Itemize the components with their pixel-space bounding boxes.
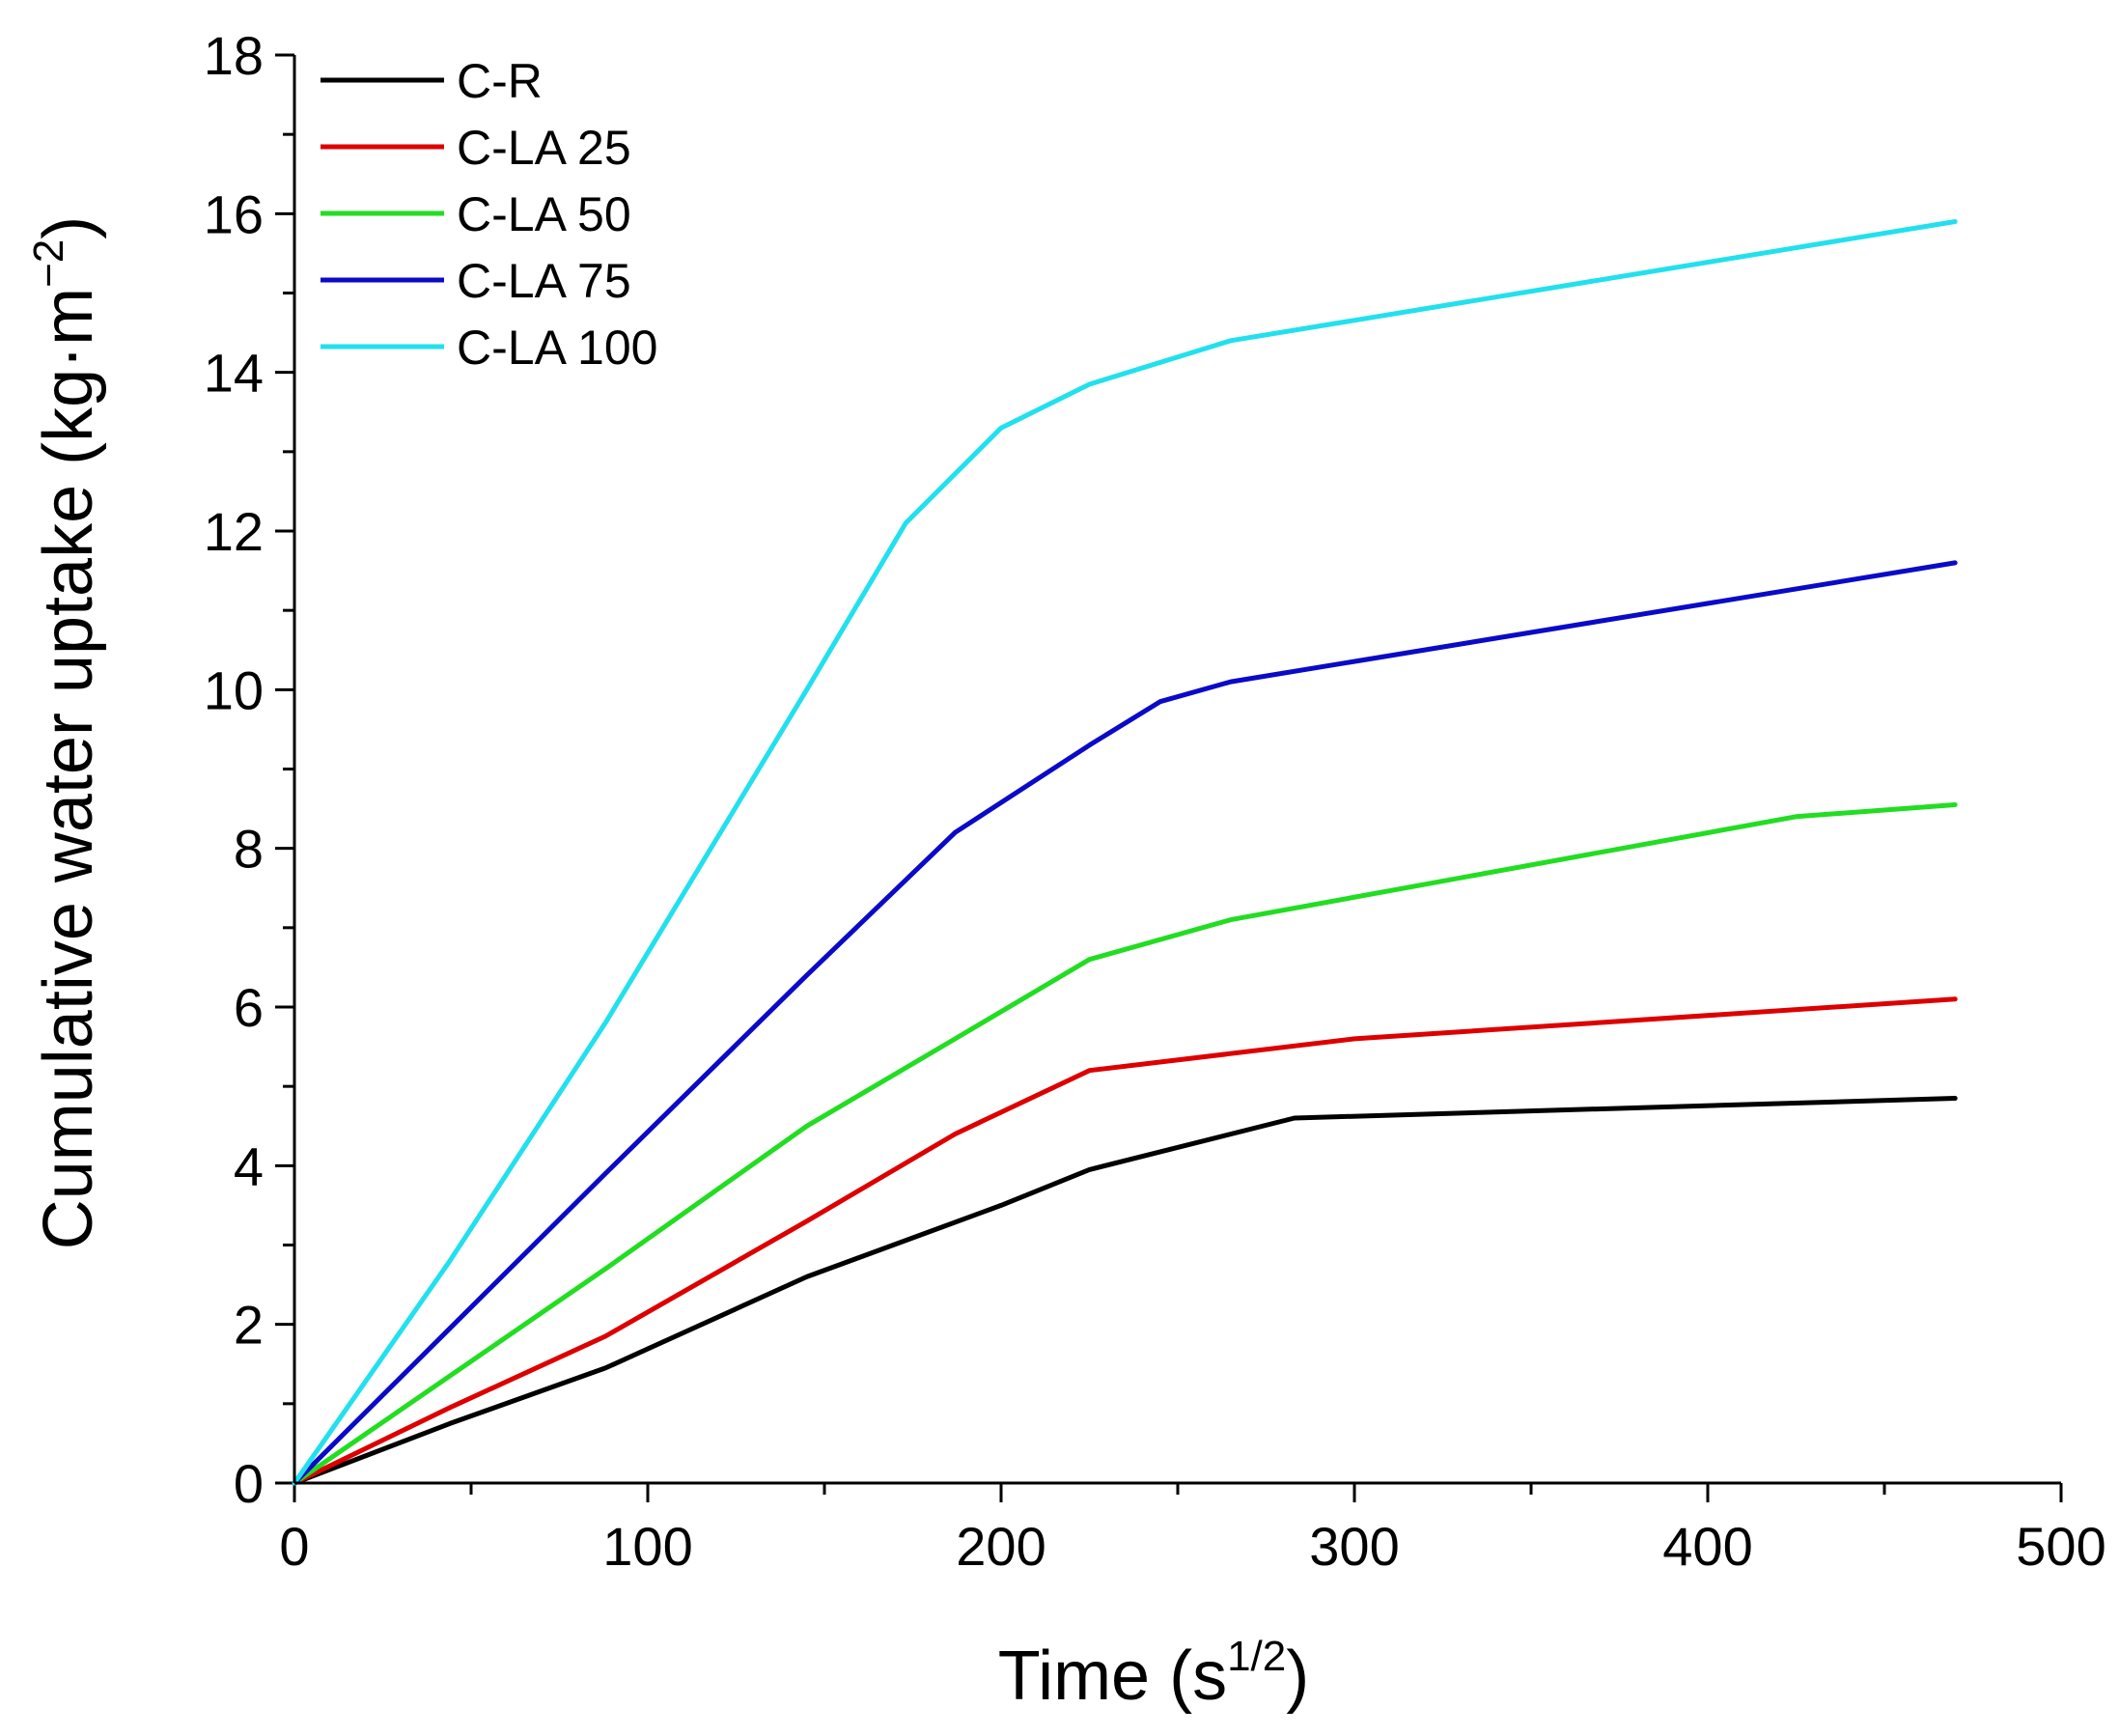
tick-labels: 0 100 200 300 400 500 0 2 4 6 8 10 12 14 16 18 [204, 25, 2106, 1577]
series-line-c-la-25 [292, 996, 1958, 1486]
y-tick-label: 10 [204, 659, 264, 720]
legend-label-c-la-25: C-LA 25 [457, 121, 631, 175]
y-tick-label: 18 [204, 25, 264, 86]
axes-frame [293, 55, 2061, 1485]
x-axis-title: Time (s1/2) [998, 1633, 1309, 1715]
y-tick-label: 0 [234, 1453, 264, 1514]
series-line-c-la-75 [292, 560, 1958, 1486]
x-axis-title-sup: 1/2 [1227, 1633, 1286, 1680]
series-line-c-r [292, 1096, 1958, 1486]
legend-label-c-r: C-R [457, 54, 543, 108]
x-tick-label: 200 [956, 1516, 1046, 1577]
y-tick-label: 16 [204, 183, 264, 244]
legend-label-c-la-50: C-LA 50 [457, 187, 631, 241]
x-tick-label: 400 [1662, 1516, 1752, 1577]
y-axis-title: Cumulative water uptake (kg·m−2) [25, 216, 107, 1250]
x-tick-label: 500 [2016, 1516, 2105, 1577]
axis-ticks [275, 53, 2063, 1502]
y-axis-title-close: ) [30, 216, 107, 239]
y-tick-label: 4 [234, 1135, 264, 1196]
series-line-c-la-100 [292, 219, 1958, 1486]
y-axis-title-sup: −2 [25, 239, 72, 288]
series-line-c-la-50 [292, 802, 1958, 1486]
legend: C-R C-LA 25 C-LA 50 C-LA 75 C-LA 100 [321, 54, 657, 375]
y-tick-label: 14 [204, 343, 264, 404]
x-tick-label: 300 [1309, 1516, 1399, 1577]
x-axis-title-text: Time (s [998, 1638, 1227, 1715]
series-lines [292, 219, 1958, 1486]
x-axis-title-close: ) [1286, 1638, 1309, 1715]
y-axis-title-text: Cumulative water uptake (kg·m [30, 288, 107, 1249]
y-tick-label: 2 [234, 1295, 264, 1356]
y-tick-label: 8 [234, 819, 264, 880]
legend-label-c-la-100: C-LA 100 [457, 321, 657, 375]
legend-label-c-la-75: C-LA 75 [457, 254, 631, 308]
x-tick-label: 0 [279, 1516, 309, 1577]
y-tick-label: 12 [204, 501, 264, 562]
y-tick-label: 6 [234, 977, 264, 1038]
x-tick-label: 100 [602, 1516, 692, 1577]
